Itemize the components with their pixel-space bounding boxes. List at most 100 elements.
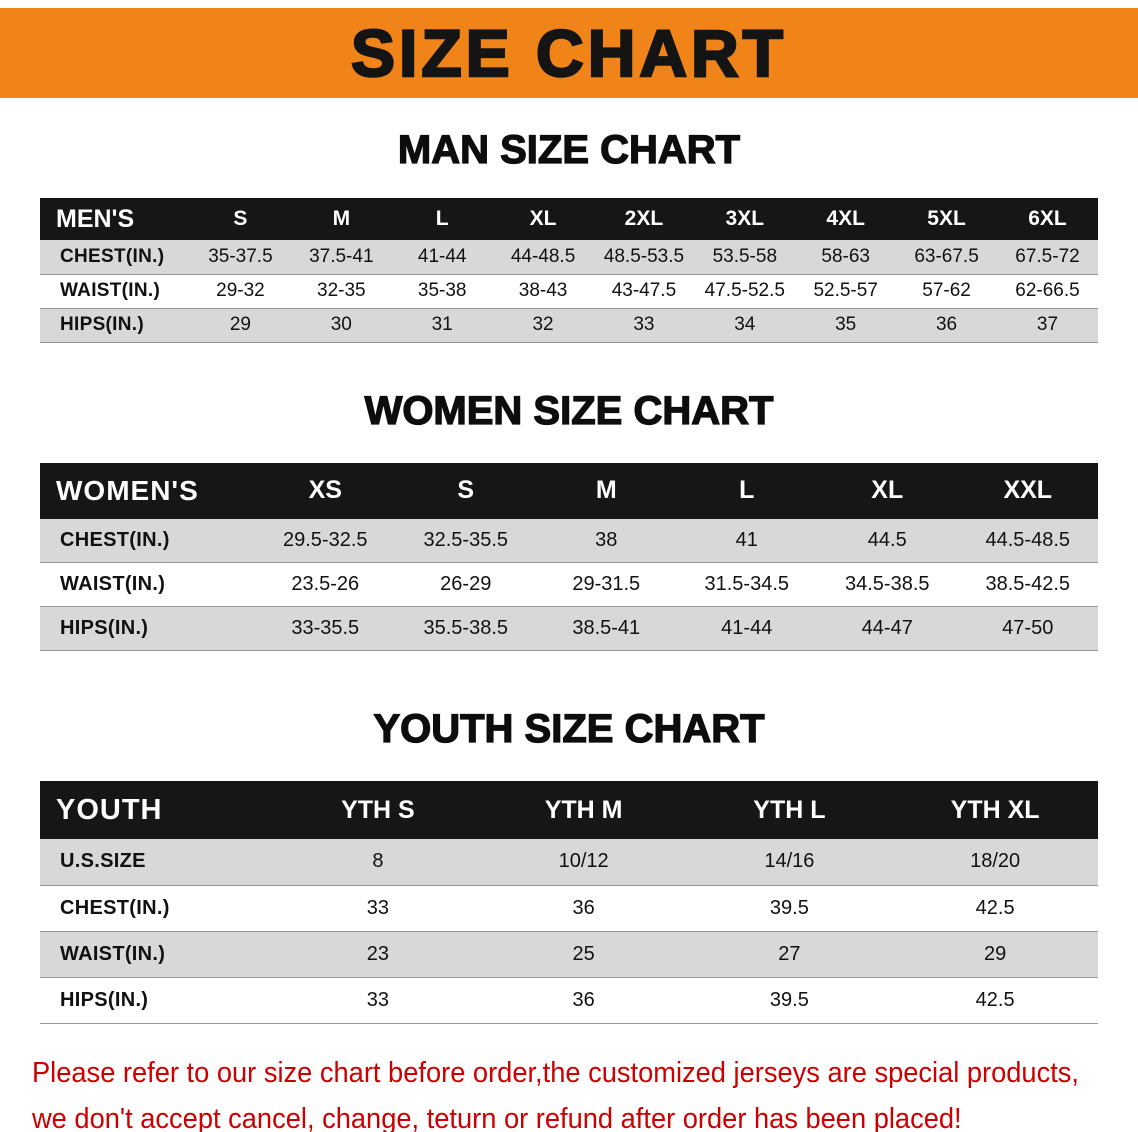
youth-section: YOUTH SIZE CHART YOUTH YTH S YTH M YTH L YTH…: [0, 706, 1138, 1024]
measurement-row: CHEST(IN.) 33 36 39.5 42.5: [40, 885, 1098, 932]
measurement-value: 26-29: [395, 562, 536, 607]
measurement-value: 10/12: [480, 839, 687, 886]
size-header-cell: S: [190, 198, 291, 240]
banner: SIZE CHART: [0, 8, 1138, 98]
measurement-value: 41-44: [676, 606, 817, 651]
measurement-label: CHEST(IN.): [40, 518, 255, 563]
measurement-value: 63-67.5: [896, 240, 997, 275]
disclaimer: Please refer to our size chart before or…: [0, 1054, 1138, 1132]
measurement-row: WAIST(IN.) 23.5-26 26-29 29-31.5 31.5-34.5 34…: [40, 562, 1098, 607]
size-header-cell: XXL: [957, 462, 1098, 519]
measurement-value: 29: [892, 931, 1098, 978]
youth-size-table: YOUTH YTH S YTH M YTH L YTH XL U.S.SIZE 8 10/12…: [40, 781, 1098, 1024]
measurement-value: 29-32: [190, 274, 291, 309]
size-header-cell: M: [290, 198, 392, 240]
men-section-heading: MAN SIZE CHART: [397, 127, 741, 172]
measurement-value: 33-35.5: [255, 606, 396, 651]
table-title-cell: WOMEN'S: [40, 462, 255, 519]
measurement-value: 57-62: [896, 274, 997, 309]
disclaimer-line-1: Please refer to our size chart before or…: [32, 1056, 1079, 1089]
measurement-label: WAIST(IN.): [40, 931, 275, 978]
measurement-value: 14/16: [686, 839, 893, 886]
measurement-row: CHEST(IN.) 29.5-32.5 32.5-35.5 38 41 44.5 44.5…: [40, 518, 1098, 563]
measurement-row: HIPS(IN.) 33-35.5 35.5-38.5 38.5-41 41-44 44-…: [40, 606, 1098, 651]
measurement-value: 38-43: [492, 274, 594, 309]
table-header-row: WOMEN'S XS S M L XL XXL: [40, 462, 1098, 519]
measurement-row: U.S.SIZE 8 10/12 14/16 18/20: [40, 839, 1098, 886]
size-header-cell: YTH M: [480, 781, 687, 839]
measurement-value: 38.5-41: [536, 606, 677, 651]
measurement-value: 34.5-38.5: [817, 562, 958, 607]
women-section-heading: WOMEN SIZE CHART: [364, 388, 774, 433]
measurement-value: 36: [480, 977, 687, 1024]
size-header-cell: XL: [817, 462, 958, 519]
measurement-value: 29-31.5: [536, 562, 677, 607]
measurement-value: 42.5: [892, 885, 1098, 932]
measurement-value: 18/20: [892, 839, 1098, 886]
measurement-value: 33: [275, 977, 481, 1024]
table-header-row: MEN'S S M L XL 2XL 3XL 4XL 5XL 6XL: [40, 198, 1098, 240]
women-size-table: WOMEN'S XS S M L XL XXL CHEST(IN.) 29.5-32.5 32.5…: [40, 462, 1098, 651]
measurement-value: 41-44: [391, 240, 493, 275]
measurement-label: WAIST(IN.): [40, 274, 190, 309]
measurement-value: 30: [290, 308, 392, 343]
measurement-row: HIPS(IN.) 29 30 31 32 33 34 35 36 37: [40, 308, 1098, 343]
measurement-value: 35-38: [391, 274, 493, 309]
measurement-value: 42.5: [892, 977, 1098, 1024]
measurement-value: 44-47: [817, 606, 958, 651]
measurement-label: HIPS(IN.): [40, 308, 190, 343]
table-title-cell: YOUTH: [40, 781, 275, 839]
measurement-value: 47.5-52.5: [694, 274, 796, 309]
measurement-label: U.S.SIZE: [40, 839, 275, 886]
measurement-value: 34: [694, 308, 796, 343]
measurement-row: WAIST(IN.) 23 25 27 29: [40, 931, 1098, 978]
size-header-cell: YTH S: [275, 781, 481, 839]
youth-section-heading: YOUTH SIZE CHART: [373, 706, 765, 751]
measurement-value: 31: [391, 308, 493, 343]
measurement-value: 41: [676, 518, 817, 563]
measurement-value: 39.5: [686, 977, 893, 1024]
measurement-value: 58-63: [795, 240, 897, 275]
measurement-value: 32-35: [290, 274, 392, 309]
size-header-cell: XS: [255, 462, 396, 519]
measurement-value: 38: [536, 518, 677, 563]
measurement-value: 38.5-42.5: [957, 562, 1098, 607]
men-section: MAN SIZE CHART MEN'S S M L XL 2XL 3XL 4XL 5XL 6XL…: [0, 127, 1138, 343]
measurement-value: 35-37.5: [190, 240, 291, 275]
measurement-value: 27: [686, 931, 893, 978]
measurement-value: 31.5-34.5: [676, 562, 817, 607]
page-title: SIZE CHART: [350, 16, 787, 90]
size-header-cell: L: [391, 198, 493, 240]
measurement-value: 44.5: [817, 518, 958, 563]
measurement-value: 39.5: [686, 885, 893, 932]
measurement-row: CHEST(IN.) 35-37.5 37.5-41 41-44 44-48.5 48.5…: [40, 240, 1098, 275]
measurement-value: 36: [480, 885, 687, 932]
measurement-value: 35: [795, 308, 897, 343]
women-section: WOMEN SIZE CHART WOMEN'S XS S M L XL XXL CHEST(…: [0, 388, 1138, 651]
measurement-value: 32: [492, 308, 594, 343]
measurement-value: 47-50: [957, 606, 1098, 651]
measurement-row: WAIST(IN.) 29-32 32-35 35-38 38-43 43-47.5 47.…: [40, 274, 1098, 309]
measurement-value: 36: [896, 308, 997, 343]
measurement-value: 35.5-38.5: [395, 606, 536, 651]
measurement-value: 53.5-58: [694, 240, 796, 275]
table-header-row: YOUTH YTH S YTH M YTH L YTH XL: [40, 781, 1098, 839]
measurement-label: WAIST(IN.): [40, 562, 255, 607]
measurement-label: CHEST(IN.): [40, 885, 275, 932]
measurement-value: 43-47.5: [593, 274, 695, 309]
measurement-value: 37: [997, 308, 1098, 343]
measurement-value: 32.5-35.5: [395, 518, 536, 563]
size-header-cell: M: [536, 462, 677, 519]
measurement-value: 52.5-57: [795, 274, 897, 309]
measurement-value: 23: [275, 931, 481, 978]
men-size-table: MEN'S S M L XL 2XL 3XL 4XL 5XL 6XL CHEST(IN.) 35-37…: [40, 198, 1098, 343]
table-title-cell: MEN'S: [40, 198, 190, 240]
measurement-value: 8: [275, 839, 481, 886]
size-header-cell: S: [395, 462, 536, 519]
measurement-value: 67.5-72: [997, 240, 1098, 275]
size-header-cell: 6XL: [997, 198, 1098, 240]
measurement-value: 29: [190, 308, 291, 343]
size-header-cell: 2XL: [593, 198, 695, 240]
measurement-label: CHEST(IN.): [40, 240, 190, 275]
